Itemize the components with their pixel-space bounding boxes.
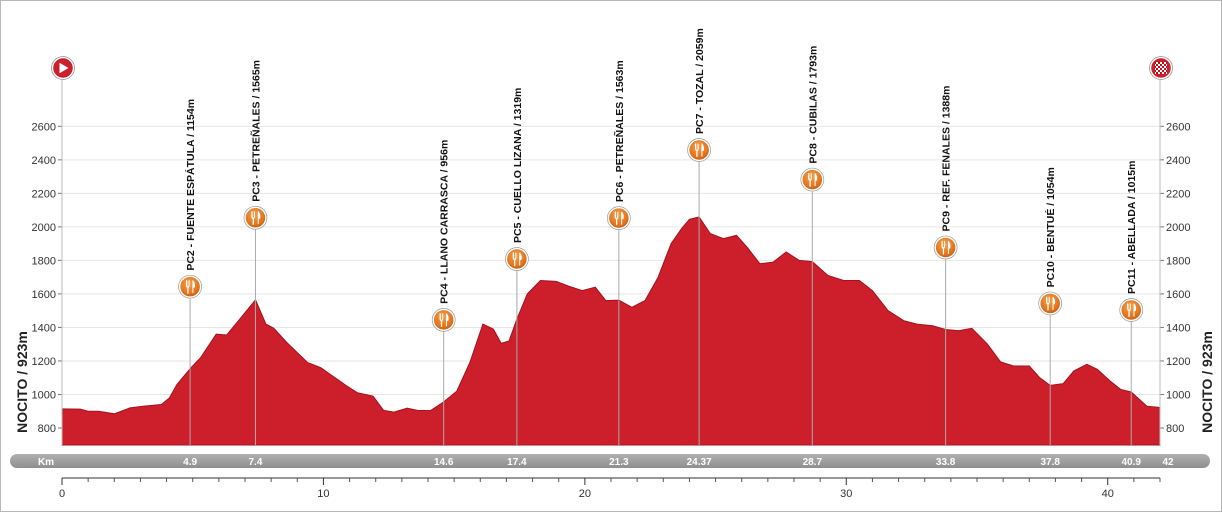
checkpoint-km-label: 17.4 (507, 457, 527, 468)
km-unit-label: Km (38, 457, 54, 468)
checkpoint-label: PC9 - REF. FENALES / 1388m (941, 86, 953, 232)
x-tick-label: 40 (1102, 488, 1114, 500)
y-tick-label: 800 (38, 423, 56, 435)
checkpoint-marker: PC7 - TOZAL / 2059m (687, 28, 711, 445)
cutlery-icon (687, 138, 711, 162)
y-axis-right: 800 1000 1200 1400 1600 1800 2000 2200 2400 2600 (1160, 121, 1190, 435)
km-bar (10, 454, 1210, 468)
final-km-label: 42 (1162, 457, 1174, 468)
checkpoint-km-label: 24.37 (687, 457, 712, 468)
cutlery-icon (1119, 298, 1144, 322)
x-tick-label: 20 (579, 488, 591, 500)
y-tick-label: 1400 (32, 322, 56, 334)
cutlery-icon (431, 308, 456, 332)
cutlery-icon (505, 247, 529, 271)
checkpoint-label: PC3 - PETREÑALES / 1565m (249, 60, 262, 202)
x-tick-label: 30 (840, 488, 852, 500)
checkpoint-marker: PC4 - LLANO CARRASCA / 956m (431, 140, 456, 445)
x-tick-label: 0 (59, 488, 65, 500)
checkpoint-label: PC10 - BENTUÉ / 1054m (1044, 167, 1057, 287)
y-tick-label: 1800 (1166, 255, 1190, 267)
checkpoint-markers: PC2 - FUENTE ESPÁTULA / 1154m PC3 - PETRE… (178, 28, 1144, 445)
checkpoint-label: PC11 - ABELLADA / 1015m (1126, 161, 1138, 294)
y-tick-label: 2000 (32, 222, 56, 234)
checkpoint-km-label: 21.3 (609, 457, 629, 468)
cutlery-icon (243, 205, 268, 230)
checkpoint-km-label: 33.8 (936, 457, 956, 468)
km-bar-labels: 4.9 7.4 14.6 17.4 21.3 24.37 28.7 33.8 37.8 40.9 (183, 457, 1141, 468)
y-tick-label: 1000 (32, 389, 56, 401)
checkpoint-marker: PC3 - PETREÑALES / 1565m (243, 60, 268, 445)
cutlery-icon (606, 206, 631, 230)
y-tick-label: 800 (1166, 423, 1184, 435)
y-axis-left: 800 1000 1200 1400 1600 1800 2000 2200 2400 2600 (32, 121, 62, 435)
play-icon (51, 56, 75, 80)
checkpoint-km-label: 7.4 (249, 457, 263, 468)
checkpoint-label: PC2 - FUENTE ESPÁTULA / 1154m (184, 99, 197, 271)
checkpoint-marker: PC8 - CUBILAS / 1793m (800, 46, 825, 445)
y-tick-label: 1600 (32, 289, 56, 301)
checkpoint-km-label: 37.8 (1040, 457, 1060, 468)
cutlery-icon (1038, 291, 1063, 316)
checkpoint-marker: PC9 - REF. FENALES / 1388m (933, 86, 958, 445)
checkpoint-marker: PC6 - PETREÑALES / 1563m (606, 60, 631, 445)
y-tick-label: 2400 (1166, 155, 1190, 167)
y-tick-label: 2000 (1166, 222, 1190, 234)
y-tick-label: 1800 (32, 255, 56, 267)
start-label: NOCITO / 923m (14, 331, 30, 433)
y-tick-label: 2600 (32, 121, 56, 133)
checkpoint-label: PC5 - CUELLO LIZANA / 1319m (512, 88, 524, 243)
checkpoint-label: PC4 - LLANO CARRASCA / 956m (439, 140, 451, 304)
y-tick-label: 1200 (1166, 356, 1190, 368)
x-tick-label: 10 (317, 488, 329, 500)
cutlery-icon (178, 274, 202, 299)
checkpoint-marker: PC10 - BENTUÉ / 1054m (1038, 167, 1063, 445)
y-tick-label: 1400 (1166, 322, 1190, 334)
y-tick-label: 1200 (32, 356, 56, 368)
cutlery-icon (933, 235, 958, 260)
cutlery-icon (800, 167, 825, 192)
y-tick-label: 1600 (1166, 289, 1190, 301)
y-tick-label: 2200 (1166, 188, 1190, 200)
y-tick-label: 2400 (32, 155, 56, 167)
checkpoint-km-label: 40.9 (1122, 457, 1142, 468)
checkpoint-marker: PC11 - ABELLADA / 1015m (1119, 161, 1144, 445)
checkpoint-label: PC8 - CUBILAS / 1793m (807, 46, 819, 164)
y-tick-label: 2600 (1166, 121, 1190, 133)
checkpoint-marker: PC5 - CUELLO LIZANA / 1319m (505, 88, 529, 445)
checkered-flag-icon (1149, 56, 1173, 80)
x-axis: 0 10 20 30 40 (59, 478, 1161, 500)
checkpoint-km-label: 14.6 (434, 457, 454, 468)
checkpoint-km-label: 28.7 (803, 457, 823, 468)
checkpoint-km-label: 4.9 (183, 457, 197, 468)
y-tick-label: 1000 (1166, 389, 1190, 401)
checkpoint-label: PC7 - TOZAL / 2059m (694, 28, 706, 134)
finish-label: NOCITO / 923m (1199, 331, 1215, 433)
y-tick-label: 2200 (32, 188, 56, 200)
checkpoint-label: PC6 - PETREÑALES / 1563m (613, 60, 626, 202)
checkpoint-marker: PC2 - FUENTE ESPÁTULA / 1154m (178, 99, 202, 445)
elevation-profile-area (61, 216, 1161, 446)
